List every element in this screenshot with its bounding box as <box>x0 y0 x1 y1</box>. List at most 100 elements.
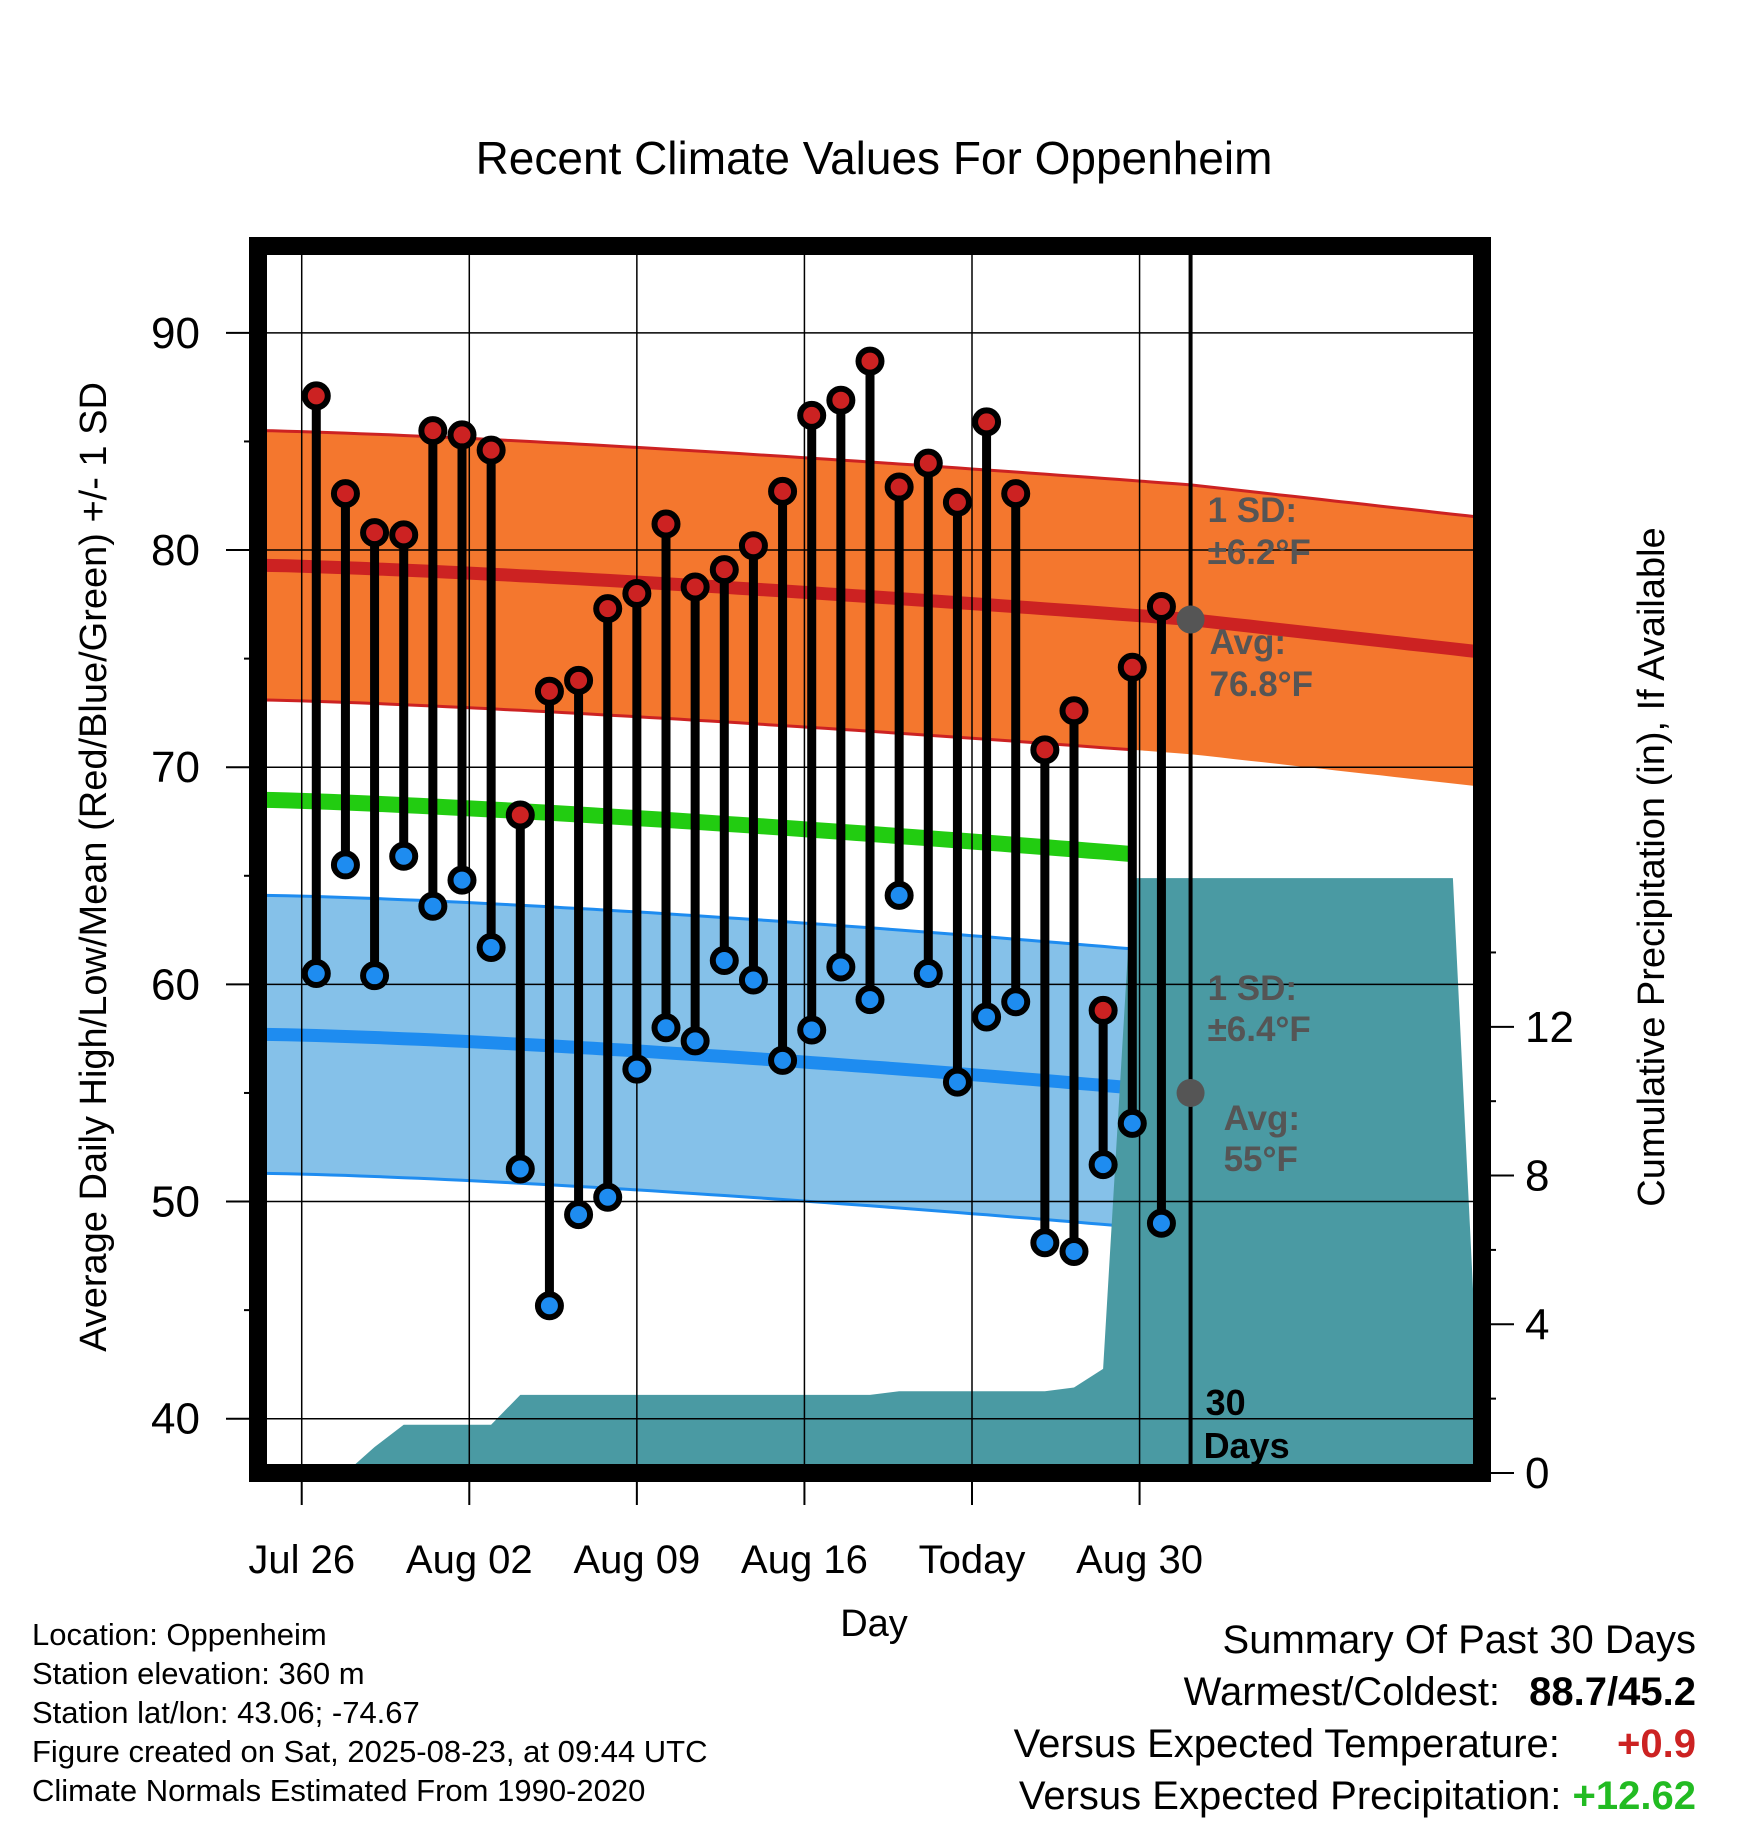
x-axis-label: Day <box>840 1603 908 1645</box>
low-point <box>360 961 390 991</box>
y2-tick-label: 8 <box>1525 1152 1549 1201</box>
summary-warmest-row: Warmest/Coldest: 88.7/45.2 <box>1014 1666 1696 1718</box>
normals-text: Climate Normals Estimated From 1990-2020 <box>32 1773 646 1808</box>
warmest-value: 88.7/45.2 <box>1529 1670 1696 1714</box>
high-point <box>826 385 856 415</box>
high-point <box>534 676 564 706</box>
low-point <box>826 952 856 982</box>
low-point <box>1146 1208 1176 1238</box>
low-point <box>330 850 360 880</box>
x-tick-label: Aug 16 <box>741 1538 868 1582</box>
high-point <box>768 476 798 506</box>
y-tick-label: 50 <box>151 1178 200 1227</box>
y-axis-label: Average Daily High/Low/Mean (Red/Blue/Gr… <box>73 382 115 1352</box>
high-point <box>913 448 943 478</box>
period-number: 30 <box>1206 1382 1246 1423</box>
x-tick-label: Today <box>919 1538 1026 1582</box>
x-tick-label: Aug 02 <box>406 1538 533 1582</box>
high-point <box>330 479 360 509</box>
high-avg-label: Avg: <box>1210 623 1286 662</box>
precip-value: +12.62 <box>1572 1774 1696 1818</box>
x-tick-label: Aug 30 <box>1076 1538 1203 1582</box>
high-point <box>389 520 419 550</box>
high-point <box>855 346 885 376</box>
precip-label: Versus Expected Precipitation: <box>1018 1774 1562 1818</box>
y-tick-label: 80 <box>151 526 200 575</box>
low-point <box>797 1015 827 1045</box>
low-point <box>768 1045 798 1075</box>
low-point <box>884 880 914 910</box>
station-info: Location: Oppenheim Station elevation: 3… <box>32 1615 708 1810</box>
low-avg-today-marker <box>1176 1078 1205 1107</box>
low-point <box>709 945 739 975</box>
high-point <box>360 518 390 548</box>
high-point <box>301 381 331 411</box>
y-tick-label: 40 <box>151 1395 200 1444</box>
plot-area <box>258 246 1482 1473</box>
summary-temp-row: Versus Expected Temperature: +0.9 <box>1014 1718 1696 1770</box>
precipitation-area <box>258 878 1482 1473</box>
summary-title: Summary Of Past 30 Days <box>1222 1618 1696 1662</box>
high-point <box>884 472 914 502</box>
high-point <box>651 509 681 539</box>
high-point <box>1088 995 1118 1025</box>
temp-label: Versus Expected Temperature: <box>1013 1722 1560 1766</box>
elevation-text: Station elevation: 360 m <box>32 1656 365 1691</box>
high-point <box>1117 652 1147 682</box>
plot-interior <box>258 246 1482 1473</box>
y2-tick-label: 12 <box>1525 1003 1574 1052</box>
high-avg-today-marker <box>1176 605 1205 634</box>
latlon-text: Station lat/lon: 43.06; -74.67 <box>32 1695 420 1730</box>
warmest-label: Warmest/Coldest: <box>1183 1670 1501 1714</box>
high-point <box>1001 479 1031 509</box>
chart-title: Recent Climate Values For Oppenheim <box>476 132 1273 184</box>
high-point <box>418 416 448 446</box>
high-point <box>797 400 827 430</box>
low-point <box>564 1200 594 1230</box>
low-avg-value: 55°F <box>1224 1140 1298 1179</box>
high-avg-value: 76.8°F <box>1210 665 1314 704</box>
low-point <box>476 932 506 962</box>
low-point <box>534 1291 564 1321</box>
period-unit: Days <box>1204 1425 1290 1466</box>
high-point <box>1059 696 1089 726</box>
x-tick-label: Jul 26 <box>248 1538 355 1582</box>
low-point <box>651 1013 681 1043</box>
low-point <box>1059 1236 1089 1266</box>
plot-frame <box>249 237 1491 1482</box>
low-point <box>622 1054 652 1084</box>
y2-axis-label: Cumulative Precipitation (in), If Availa… <box>1631 527 1673 1206</box>
low-point <box>913 959 943 989</box>
high-sd-value: ±6.2°F <box>1208 533 1311 572</box>
low-point <box>855 985 885 1015</box>
temp-value: +0.9 <box>1617 1722 1696 1766</box>
high-point <box>447 420 477 450</box>
y-tick-label: 70 <box>151 743 200 792</box>
low-point <box>680 1026 710 1056</box>
high-point <box>709 555 739 585</box>
low-point <box>738 965 768 995</box>
high-point <box>476 435 506 465</box>
axes: 40 50 60 70 80 90 0 4 8 12 Jul 26 Aug 02 Aug 09 Aug 1… <box>151 237 1574 1582</box>
high-point <box>972 407 1002 437</box>
high-point <box>505 800 535 830</box>
low-point <box>942 1067 972 1097</box>
summary-panel: Summary Of Past 30 Days Warmest/Coldest:… <box>1014 1614 1696 1822</box>
summary-precip-row: Versus Expected Precipitation: +12.62 <box>1014 1770 1696 1822</box>
low-sd-value: ±6.4°F <box>1208 1010 1311 1049</box>
location-text: Location: Oppenheim <box>32 1617 327 1652</box>
low-point <box>301 959 331 989</box>
y-tick-label: 90 <box>151 309 200 358</box>
high-point <box>1146 591 1176 621</box>
low-point <box>447 865 477 895</box>
low-point <box>389 841 419 871</box>
high-point <box>1030 735 1060 765</box>
low-point <box>593 1182 623 1212</box>
high-point <box>738 531 768 561</box>
low-point <box>1030 1228 1060 1258</box>
low-point <box>505 1154 535 1184</box>
created-text: Figure created on Sat, 2025-08-23, at 09… <box>32 1734 708 1769</box>
high-point <box>564 665 594 695</box>
low-point <box>1117 1108 1147 1138</box>
